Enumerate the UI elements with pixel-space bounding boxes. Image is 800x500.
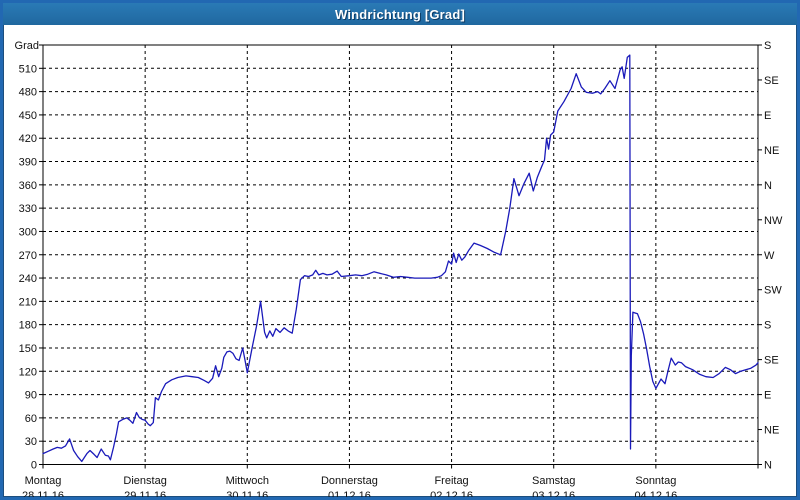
y-tick-label: 90	[25, 390, 37, 402]
y-tick-label: 510	[19, 63, 37, 75]
compass-tick-label: SW	[764, 285, 782, 297]
compass-tick-label: SE	[764, 355, 779, 367]
y-tick-label: 180	[19, 320, 37, 332]
compass-tick-label: S	[764, 40, 771, 52]
date-label: 03.12.16	[532, 490, 575, 500]
compass-tick-label: NE	[764, 145, 779, 157]
chart-title: Windrichtung [Grad]	[334, 6, 466, 22]
title-bar: Windrichtung [Grad]	[3, 3, 797, 25]
wind-direction-line	[42, 54, 759, 463]
wind-direction-chart: 0 30 60 90 120 150 180 210 240 270 300 330 360 390 420…	[15, 40, 783, 500]
y-tick-label: 150	[19, 343, 37, 355]
compass-tick-label: NE	[764, 425, 779, 437]
date-label: 02.12.16	[430, 490, 473, 500]
day-label: Sonntag	[635, 475, 676, 487]
compass-tick-label: NW	[764, 215, 783, 227]
compass-tick-label: N	[764, 460, 772, 472]
day-label: Mittwoch	[226, 475, 269, 487]
y-tick-label: 210	[19, 296, 37, 308]
day-label: Samstag	[532, 475, 575, 487]
compass-tick-label: S	[764, 320, 771, 332]
date-label: 29.11.16	[124, 490, 166, 500]
y-tick-label: 420	[19, 133, 37, 145]
date-label: 04.12.16	[634, 490, 677, 500]
y-tick-label: 60	[25, 413, 37, 425]
y-tick-label: 330	[19, 203, 37, 215]
y-tick-label: 30	[25, 436, 37, 448]
date-label: 30.11.16	[226, 490, 268, 500]
compass-tick-label: W	[764, 250, 775, 262]
y-tick-label: 0	[31, 460, 37, 472]
day-label: Donnerstag	[321, 475, 378, 487]
y-tick-label: 360	[19, 180, 37, 192]
y-tick-label: 390	[19, 157, 37, 169]
y-tick-label: 300	[19, 226, 37, 238]
y-tick-label: 120	[19, 366, 37, 378]
day-label: Freitag	[434, 475, 468, 487]
y-tick-label: 270	[19, 250, 37, 262]
day-label: Montag	[25, 475, 62, 487]
compass-tick-label: SE	[764, 75, 779, 87]
y-tick-label: 450	[19, 110, 37, 122]
day-label: Dienstag	[123, 475, 166, 487]
compass-tick-label: E	[764, 110, 771, 122]
grad-axis-label: Grad	[15, 40, 39, 52]
y-tick-label: 240	[19, 273, 37, 285]
compass-tick-label: E	[764, 390, 771, 402]
y-tick-label: 480	[19, 87, 37, 99]
compass-tick-label: N	[764, 180, 772, 192]
date-label: 01.12.16	[328, 490, 371, 500]
date-label: 28.11.16	[22, 490, 64, 500]
